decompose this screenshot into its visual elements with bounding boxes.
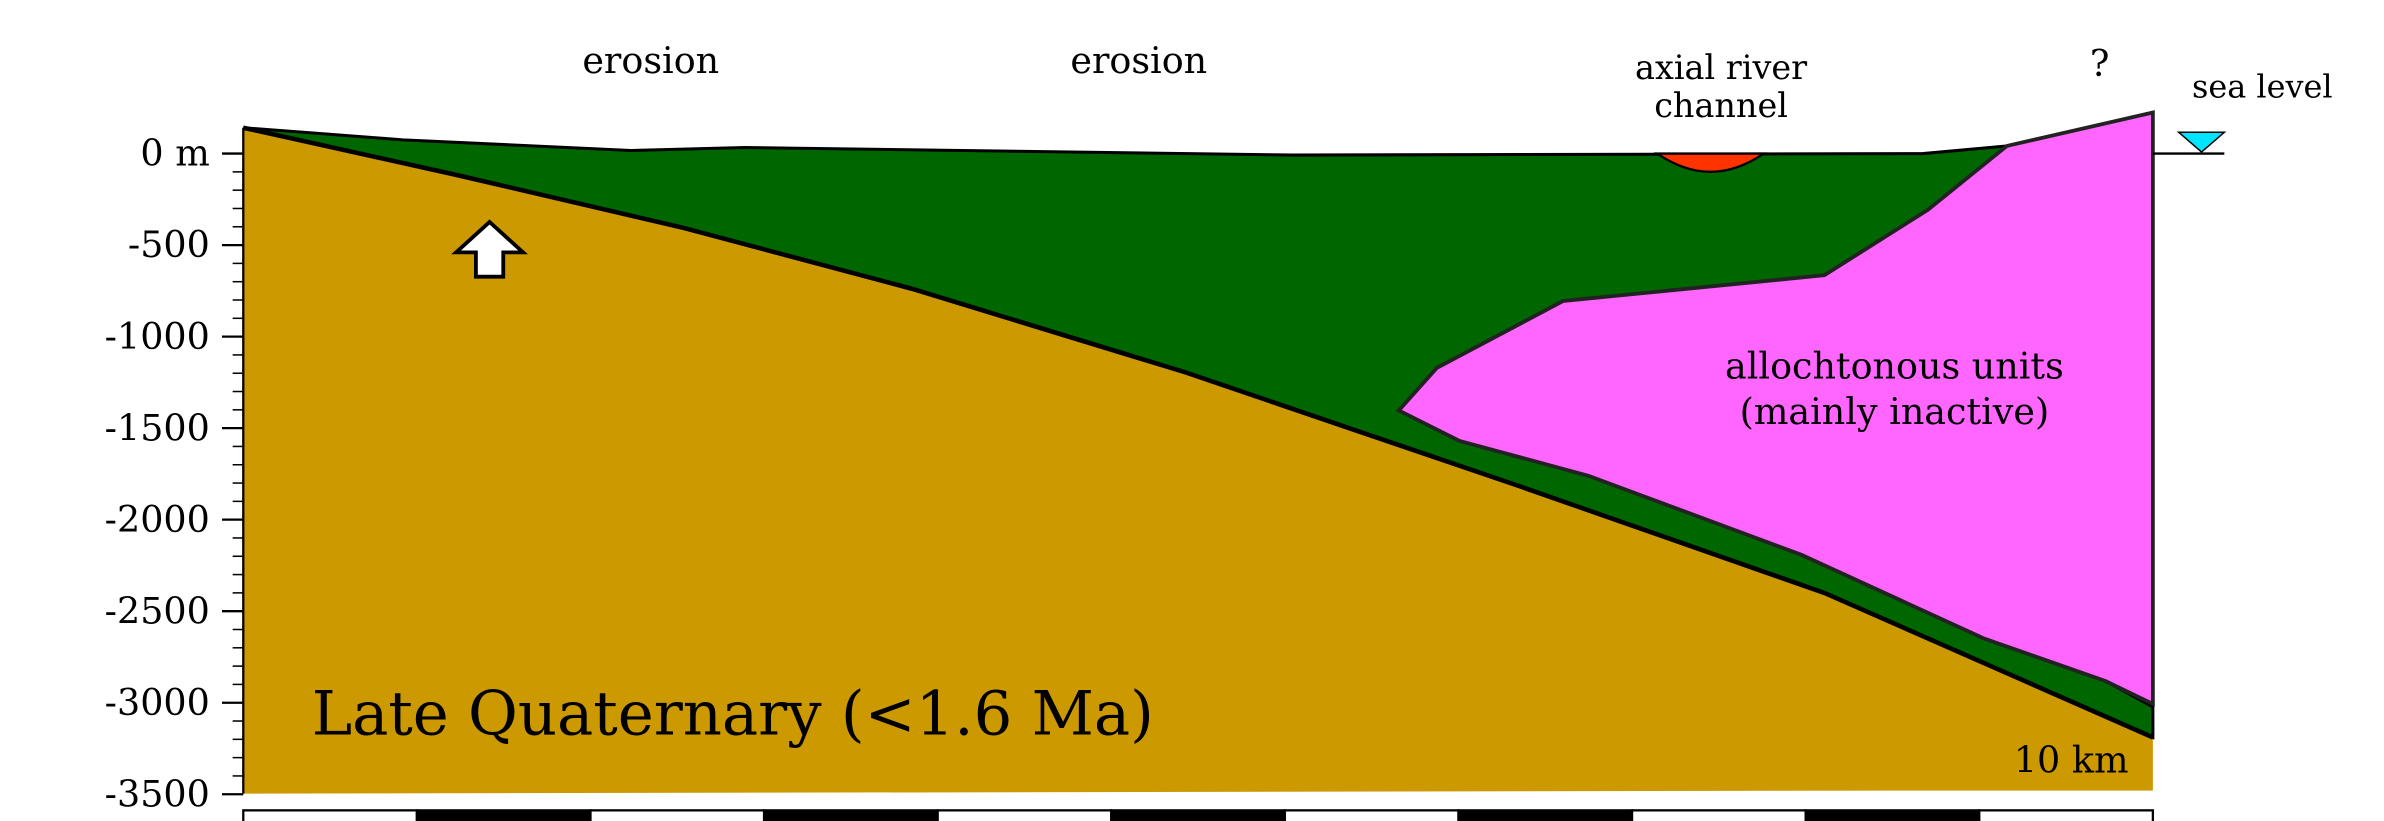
scale-segment	[590, 810, 764, 821]
scale-segment	[1632, 810, 1806, 821]
scale-segment	[1806, 810, 1980, 821]
scale-segment	[764, 810, 938, 821]
scale-segment	[417, 810, 591, 821]
scale-segment	[243, 810, 417, 821]
scale-label: 10 km	[2014, 738, 2129, 781]
scale-segment	[938, 810, 1112, 821]
annotation: ?	[2090, 42, 2110, 85]
y-tick-label: -3500	[105, 772, 210, 815]
scale-segment	[1979, 810, 2153, 821]
annotation: sea level	[2192, 67, 2333, 105]
scale-segment	[1285, 810, 1459, 821]
scale-bar	[243, 810, 2153, 821]
y-ticks: 0 m -500 -1000 -1500 -2000 -2500 -3000 -3500	[105, 132, 244, 816]
annotation: erosion	[582, 39, 719, 82]
y-tick-label: -1500	[105, 406, 210, 449]
y-tick-label: 0 m	[140, 132, 209, 175]
annotation: channel	[1654, 86, 1788, 125]
annotation: erosion	[1070, 39, 1207, 82]
page: 0 m -500 -1000 -1500 -2000 -2500 -3000 -3500 er…	[0, 0, 2384, 821]
sea-level-symbol	[2179, 132, 2225, 152]
y-tick-label: -1000	[105, 315, 210, 358]
period-label: Late Quaternary (<1.6 Ma)	[312, 679, 1154, 749]
y-tick-label: -500	[128, 223, 210, 266]
y-tick-label: -2000	[105, 498, 210, 541]
annotation: (mainly inactive)	[1740, 390, 2050, 433]
y-tick-label: -3000	[105, 681, 210, 724]
annotation: allochtonous units	[1725, 345, 2064, 388]
annotation: axial river	[1635, 48, 1807, 87]
scale-segment	[1111, 810, 1285, 821]
scale-segment	[1458, 810, 1632, 821]
y-tick-label: -2500	[105, 589, 210, 632]
cross-section: 0 m -500 -1000 -1500 -2000 -2500 -3000 -3500 er…	[0, 0, 2384, 821]
